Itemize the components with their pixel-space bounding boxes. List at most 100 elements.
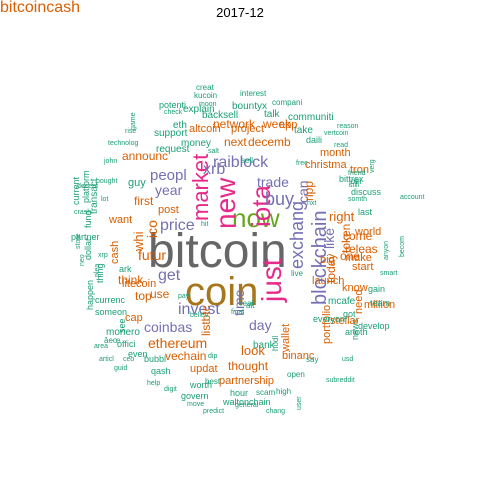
word-cap: cap xyxy=(125,312,143,324)
word-litecoin: litecoin xyxy=(122,278,157,290)
word-partner: partner xyxy=(71,232,100,242)
word-updat: updat xyxy=(190,363,218,375)
word-support: support xyxy=(154,128,188,139)
word-mcafe: mcafe xyxy=(328,296,356,307)
word-govern: govern xyxy=(181,391,209,401)
word-backsell: backsell xyxy=(202,110,239,121)
word-store: store xyxy=(75,233,82,250)
word-vertcoin: vertcoin xyxy=(324,130,349,137)
word-want: want xyxy=(109,214,133,226)
word-read: read xyxy=(334,142,349,149)
word-free: free xyxy=(296,160,309,167)
word-currenc: currenc xyxy=(95,295,126,305)
word-compani: compani xyxy=(272,98,303,107)
word-interest: interest xyxy=(240,89,267,98)
word-big: big xyxy=(320,254,335,266)
word-announc: announc xyxy=(122,149,169,163)
word-wallet: wallet xyxy=(280,324,292,353)
word-explain: explain xyxy=(183,104,215,115)
word-discuss: discuss xyxy=(351,187,382,197)
word-know: know xyxy=(342,282,368,294)
word-potenti: potenti xyxy=(159,100,187,110)
word-partnership: partnership xyxy=(219,375,275,387)
word-ico: ico xyxy=(144,220,160,239)
word-usd: usd xyxy=(342,356,354,363)
word-waltonchain: waltonchain xyxy=(223,397,271,407)
word-high: high xyxy=(276,387,292,396)
word-portfolio: portfolio xyxy=(321,305,333,345)
word-best: best xyxy=(205,377,221,386)
word-daili: daili xyxy=(306,135,323,145)
word-dip: dip xyxy=(208,353,218,360)
word-buy: buy xyxy=(265,189,295,209)
word-guid: guid xyxy=(114,365,128,372)
word-request: request xyxy=(156,144,190,155)
word-john: john xyxy=(104,158,118,165)
word-hodl: hodl xyxy=(271,335,280,351)
word-bitcoin: bitcoin xyxy=(148,225,287,278)
word-neo: neo xyxy=(79,253,86,266)
word-right: right xyxy=(329,209,355,224)
word-think: think xyxy=(118,273,144,287)
word-xrp: xrp xyxy=(98,252,108,259)
word-gain: gain xyxy=(368,284,386,294)
word-bittrex: bittrex xyxy=(339,174,364,184)
word-project: project xyxy=(231,123,265,135)
word-join: join xyxy=(349,177,362,186)
word-million: million xyxy=(364,299,396,311)
word-crash: crash xyxy=(74,209,92,216)
word-believ: believ xyxy=(190,312,209,319)
word-someon: someon xyxy=(95,307,128,317)
word-world: world xyxy=(355,226,382,238)
word-articl: articl xyxy=(99,356,114,363)
word-now: now xyxy=(232,203,280,233)
word-user: user xyxy=(296,396,303,411)
word-somth: somth xyxy=(348,196,368,203)
word-anoth: anoth xyxy=(345,327,368,337)
word-monero: monero xyxy=(106,327,140,338)
word-live: live xyxy=(291,269,304,278)
word-e: âeœ xyxy=(104,336,121,345)
word-guy: guy xyxy=(128,177,146,189)
word-help: help xyxy=(147,380,161,387)
word-rise: rise xyxy=(125,128,137,135)
word-becom: becom xyxy=(399,236,406,258)
word-area: area xyxy=(94,343,109,350)
word-xrb: xrb xyxy=(203,161,226,178)
word-happen: happen xyxy=(85,279,95,310)
word-binanc: binanc xyxy=(282,350,315,362)
word-like: like xyxy=(321,227,337,249)
word-launch: launch xyxy=(312,275,345,287)
word-make: make xyxy=(345,252,372,264)
word-ethereum: ethereum xyxy=(148,335,208,351)
word-take: take xyxy=(294,125,313,136)
word-lot: lot xyxy=(101,196,109,203)
word-exchang: exchang xyxy=(287,201,307,270)
word-hit: hit xyxy=(201,221,209,228)
word-bank: bank xyxy=(253,340,275,351)
word-plea: plea xyxy=(94,264,101,278)
word-network: network xyxy=(213,117,256,131)
word-vechain: vechain xyxy=(165,349,207,363)
word-subreddit: subreddit xyxy=(326,377,355,384)
word-friend: friend xyxy=(348,170,366,177)
word-tron: tron xyxy=(350,164,369,176)
word-post: post xyxy=(158,204,179,216)
word-nxt: nxt xyxy=(307,200,317,207)
word-releas: releas xyxy=(345,242,378,256)
word-money: money xyxy=(181,138,212,149)
word-use: use xyxy=(150,287,170,301)
word-coinbas: coinbas xyxy=(144,319,193,335)
word-altcoin: altcoin xyxy=(189,123,221,135)
word-general: general xyxy=(235,402,259,409)
word-year: year xyxy=(155,182,183,198)
word-move: move xyxy=(187,401,205,408)
word-salt: salt xyxy=(208,148,219,155)
word-eth: eth xyxy=(173,120,187,131)
word-qash: qash xyxy=(151,366,171,376)
word-trade: trade xyxy=(257,174,289,190)
word-see: see xyxy=(117,318,127,333)
word-everyon: everyon xyxy=(313,314,346,324)
word-bubbl: bubbl xyxy=(144,354,167,364)
